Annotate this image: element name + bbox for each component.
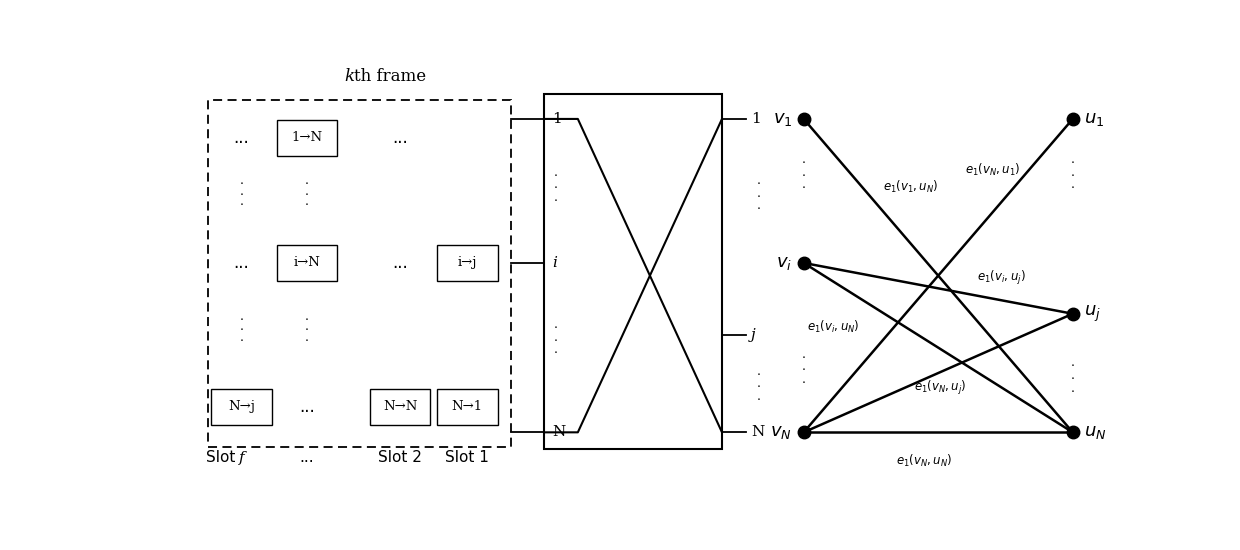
Text: ⋅: ⋅ <box>239 189 243 202</box>
Text: 1: 1 <box>751 112 760 126</box>
Text: ⋅: ⋅ <box>305 335 309 348</box>
Text: $v_N$: $v_N$ <box>770 424 792 441</box>
Text: ⋅: ⋅ <box>554 169 558 183</box>
Text: f: f <box>238 451 244 465</box>
Text: ⋅: ⋅ <box>554 182 558 195</box>
Text: ...: ... <box>392 254 408 272</box>
Text: ⋅: ⋅ <box>305 189 309 202</box>
Text: ⋅: ⋅ <box>756 178 760 191</box>
Text: ⋅: ⋅ <box>802 377 806 390</box>
Text: ⋅: ⋅ <box>239 178 243 191</box>
Text: i→j: i→j <box>458 256 477 270</box>
Text: ⋅: ⋅ <box>554 195 558 208</box>
Bar <box>277 245 337 281</box>
Text: ...: ... <box>392 129 408 147</box>
Text: ⋅: ⋅ <box>305 178 309 191</box>
Bar <box>544 94 722 449</box>
Text: N: N <box>751 425 764 439</box>
Text: ...: ... <box>233 129 249 147</box>
Text: ...: ... <box>233 254 249 272</box>
Bar <box>436 245 497 281</box>
Text: $e_1(v_1,u_N)$: $e_1(v_1,u_N)$ <box>883 179 939 195</box>
Text: ⋅: ⋅ <box>239 324 243 337</box>
Bar <box>277 120 337 156</box>
Text: i→N: i→N <box>294 256 320 270</box>
Text: i: i <box>552 256 557 270</box>
Text: $u_j$: $u_j$ <box>1084 304 1101 324</box>
Text: $u_1$: $u_1$ <box>1084 110 1105 128</box>
Text: ⋅: ⋅ <box>1071 157 1075 170</box>
Text: $v_i$: $v_i$ <box>776 254 792 272</box>
Text: $e_1(v_N,u_1)$: $e_1(v_N,u_1)$ <box>965 162 1021 178</box>
Text: th frame: th frame <box>355 68 427 85</box>
Text: ...: ... <box>300 450 314 465</box>
Text: 1→N: 1→N <box>291 131 322 145</box>
Text: j: j <box>751 328 755 342</box>
Text: ⋅: ⋅ <box>756 394 760 407</box>
Text: ⋅: ⋅ <box>554 322 558 335</box>
Text: ⋅: ⋅ <box>305 199 309 212</box>
Text: ⋅: ⋅ <box>239 314 243 327</box>
Text: $e_1(v_N,u_N)$: $e_1(v_N,u_N)$ <box>895 453 952 469</box>
Text: ⋅: ⋅ <box>802 351 806 365</box>
Text: k: k <box>345 68 355 85</box>
Bar <box>436 389 497 425</box>
Text: ⋅: ⋅ <box>305 324 309 337</box>
Text: N→N: N→N <box>383 400 417 414</box>
Text: ⋅: ⋅ <box>1071 169 1075 183</box>
Text: ⋅: ⋅ <box>756 368 760 382</box>
Text: ⋅: ⋅ <box>802 365 806 377</box>
Text: ⋅: ⋅ <box>554 335 558 348</box>
Text: $e_1(v_N,u_j)$: $e_1(v_N,u_j)$ <box>914 379 967 397</box>
Text: $v_1$: $v_1$ <box>773 110 792 128</box>
Text: N→1: N→1 <box>451 400 482 414</box>
Text: $u_N$: $u_N$ <box>1084 424 1107 441</box>
Text: ⋅: ⋅ <box>239 335 243 348</box>
Text: ⋅: ⋅ <box>802 157 806 170</box>
Text: N: N <box>552 425 565 439</box>
Bar <box>208 100 511 447</box>
Text: ⋅: ⋅ <box>1071 360 1075 373</box>
Text: $e_1(v_i,u_j)$: $e_1(v_i,u_j)$ <box>977 269 1025 287</box>
Text: ⋅: ⋅ <box>756 204 760 217</box>
Text: ⋅: ⋅ <box>756 191 760 204</box>
Text: ...: ... <box>299 398 315 416</box>
Text: ⋅: ⋅ <box>239 199 243 212</box>
Text: Slot 1: Slot 1 <box>445 450 490 465</box>
Text: ⋅: ⋅ <box>1071 373 1075 386</box>
Text: ⋅: ⋅ <box>1071 386 1075 399</box>
Text: ⋅: ⋅ <box>756 381 760 394</box>
Text: N→j: N→j <box>228 400 255 414</box>
Bar <box>211 389 272 425</box>
Text: ⋅: ⋅ <box>802 182 806 195</box>
Text: 1: 1 <box>552 112 562 126</box>
Text: ⋅: ⋅ <box>305 314 309 327</box>
Text: ⋅: ⋅ <box>554 348 558 360</box>
Text: Slot 2: Slot 2 <box>378 450 422 465</box>
Text: ⋅: ⋅ <box>802 169 806 183</box>
Text: Slot: Slot <box>206 450 238 465</box>
Text: ⋅: ⋅ <box>1071 182 1075 195</box>
Text: $e_1(v_i,u_N)$: $e_1(v_i,u_N)$ <box>806 318 859 334</box>
Bar <box>370 389 430 425</box>
